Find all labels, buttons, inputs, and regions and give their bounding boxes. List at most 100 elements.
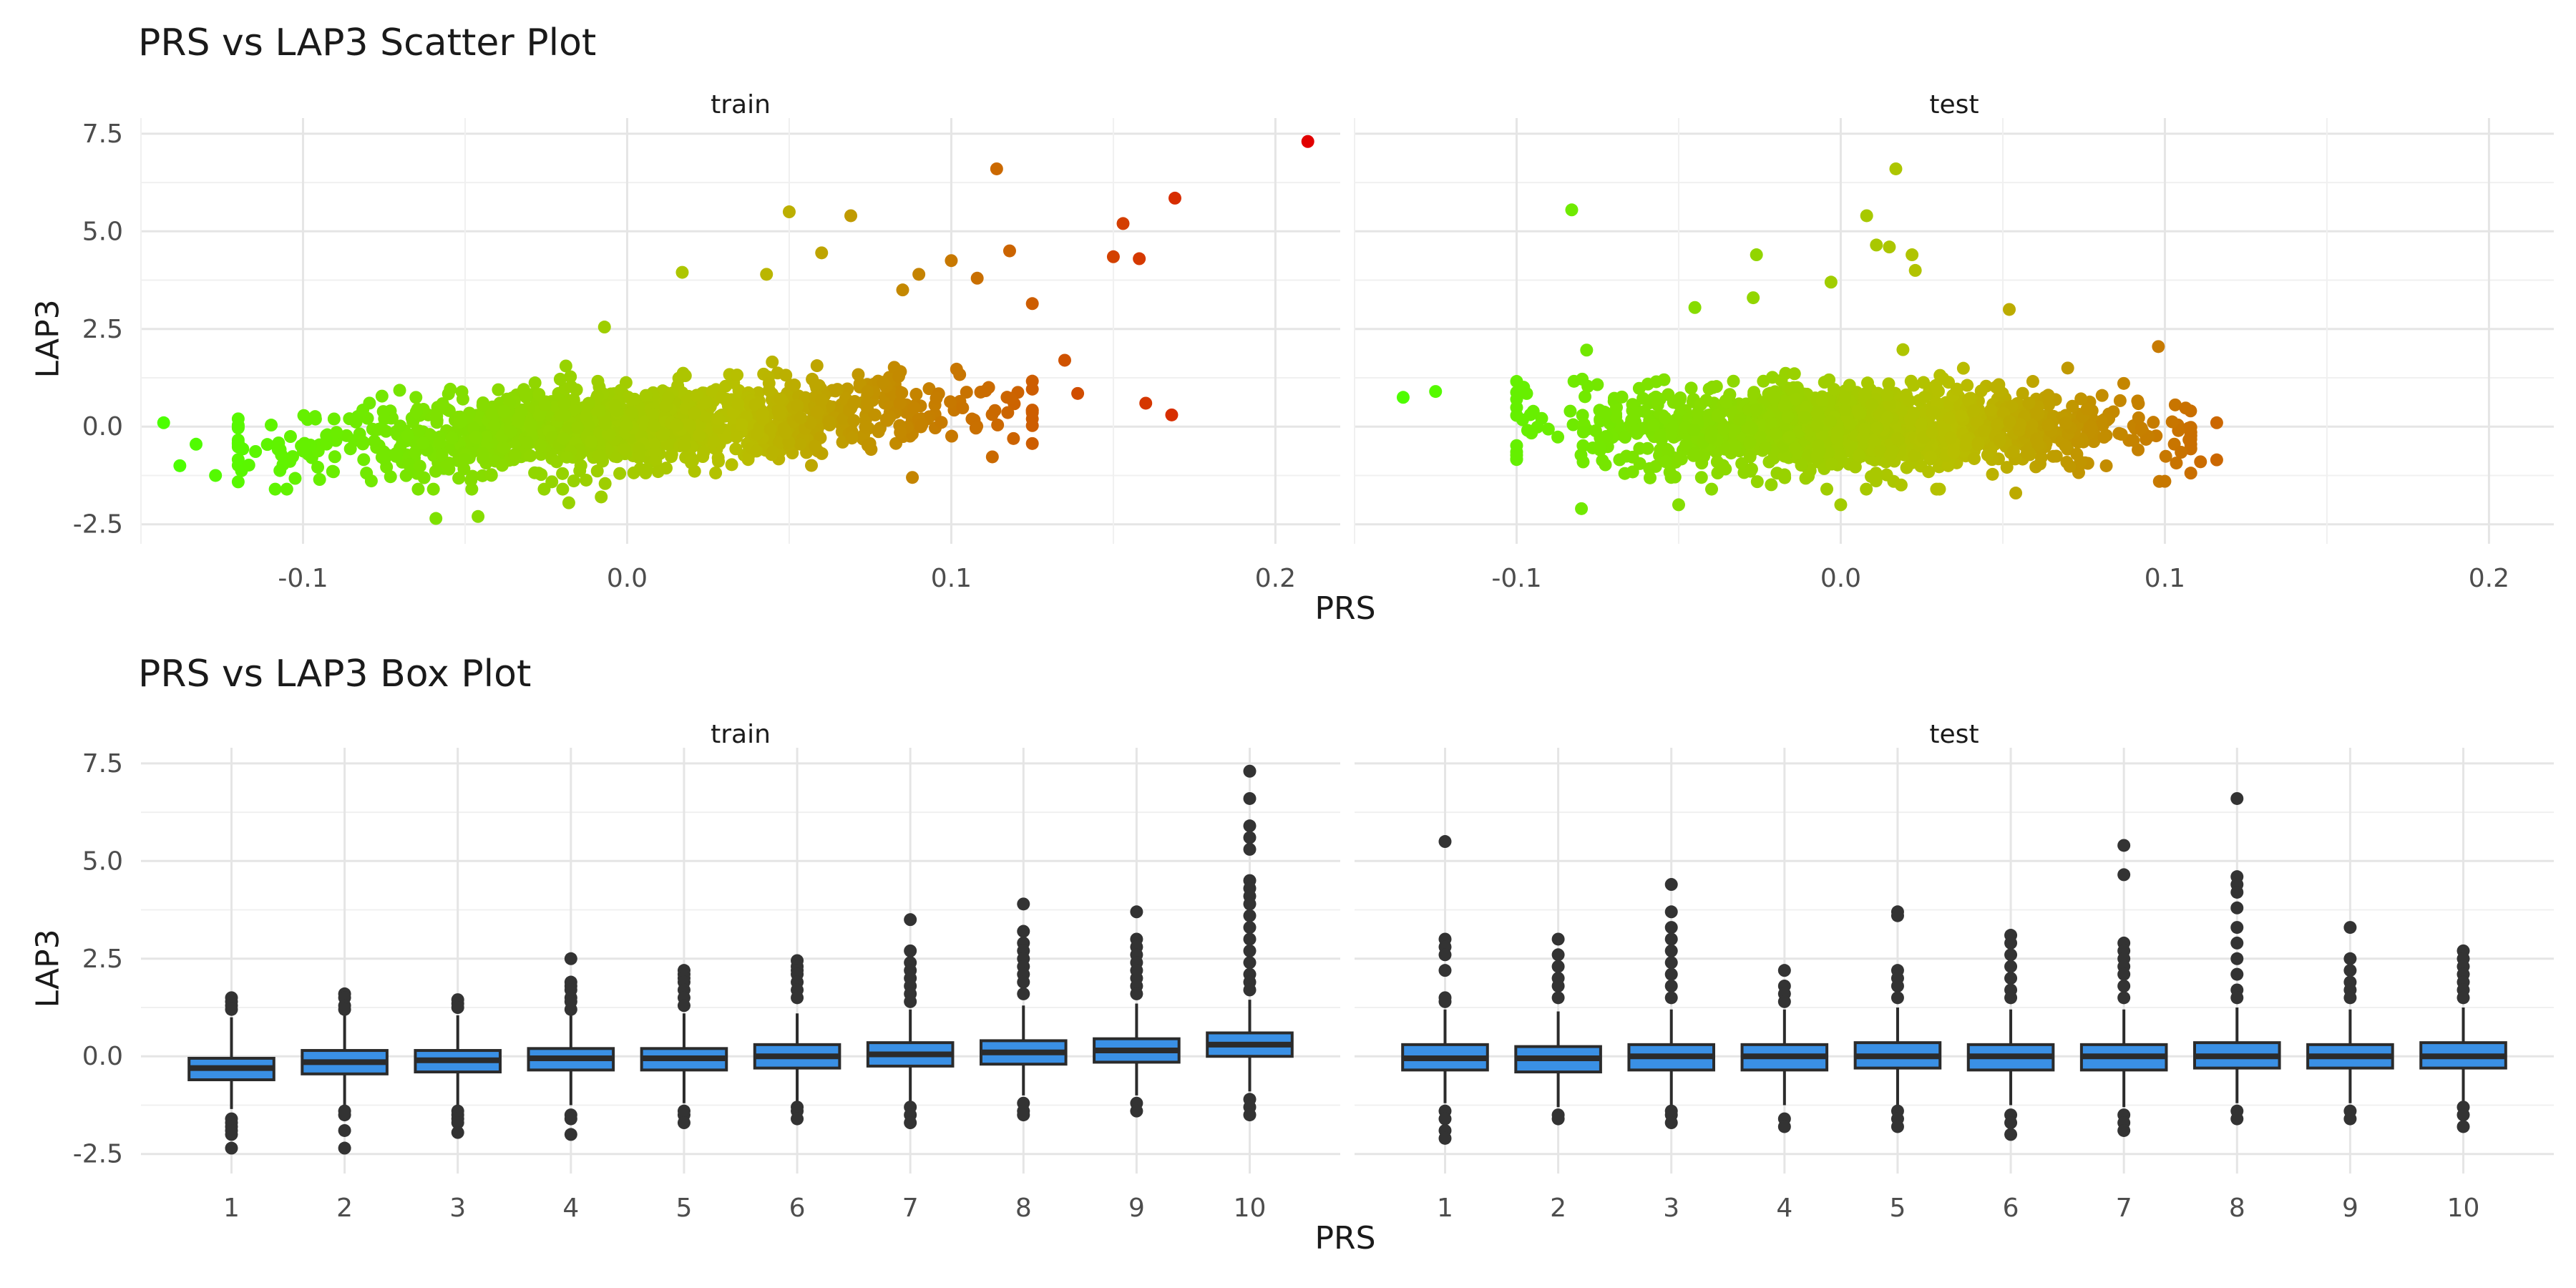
scatter-point <box>1950 382 1963 396</box>
scatter-point <box>670 419 683 432</box>
box-outlier <box>1777 995 1791 1008</box>
box-outlier <box>1243 819 1257 833</box>
scatter-y-tick-label: 2.5 <box>82 315 123 344</box>
scatter-point <box>401 429 414 442</box>
scatter-panel-test: test -0.1 0.0 0.1 0.2 <box>1354 90 2554 593</box>
box-outlier <box>451 1001 464 1015</box>
scatter-point <box>327 412 341 426</box>
scatter-point <box>1843 417 1857 431</box>
scatter-point <box>297 444 311 458</box>
scatter-point <box>794 437 807 451</box>
scatter-point <box>1747 386 1761 399</box>
scatter-point <box>379 424 393 438</box>
scatter-point <box>628 392 641 406</box>
scatter-point <box>760 268 774 281</box>
scatter-point <box>1977 424 1991 438</box>
scatter-point <box>2070 447 2084 461</box>
box-facet-label-train: train <box>711 720 771 749</box>
scatter-x-axis-label: PRS <box>1314 590 1376 627</box>
scatter-point <box>417 471 431 484</box>
box-outlier <box>2230 1112 2244 1126</box>
box-outlier <box>1664 878 1678 892</box>
box-test-4 <box>1740 964 1829 1133</box>
scatter-point <box>411 482 425 496</box>
scatter-point <box>2059 416 2072 430</box>
scatter-point <box>675 265 689 279</box>
scatter-point <box>1853 449 1866 462</box>
box-y-tick-label: 0.0 <box>82 1042 123 1071</box>
scatter-point <box>791 399 804 412</box>
scatter-point <box>945 429 958 443</box>
scatter-point <box>557 432 570 446</box>
scatter-point <box>2184 467 2197 480</box>
scatter-point <box>444 382 457 396</box>
box-outlier <box>1243 831 1257 844</box>
scatter-point <box>557 408 571 421</box>
scatter-point <box>508 448 522 462</box>
box-outlier <box>904 944 917 957</box>
scatter-point <box>1890 432 1904 446</box>
scatter-point <box>1750 403 1763 416</box>
box-x-tick-label: 2 <box>1550 1194 1566 1223</box>
scatter-point <box>751 386 765 399</box>
scatter-point <box>1691 406 1704 420</box>
scatter-point <box>729 442 743 456</box>
box-outlier <box>564 1112 577 1126</box>
box-outlier <box>1243 921 1257 935</box>
scatter-point <box>1869 467 1883 480</box>
scatter-point <box>565 380 578 394</box>
scatter-point <box>1880 468 1893 482</box>
box-plot-title: PRS vs LAP3 Box Plot <box>138 653 532 696</box>
scatter-point <box>580 473 593 487</box>
scatter-point <box>1797 411 1811 424</box>
scatter-point <box>1974 384 1988 398</box>
scatter-point <box>1873 444 1887 458</box>
scatter-point <box>2066 399 2079 413</box>
scatter-point <box>1599 458 1612 472</box>
scatter-point <box>273 464 287 477</box>
scatter-point <box>598 477 612 490</box>
scatter-point <box>2046 449 2060 463</box>
scatter-point <box>1510 375 1523 389</box>
scatter-point <box>389 449 403 463</box>
scatter-point <box>799 391 812 404</box>
scatter-point <box>591 374 605 388</box>
scatter-point <box>1025 436 1039 450</box>
scatter-x-tick-label: 0.0 <box>607 564 648 593</box>
box-outlier <box>1551 979 1565 992</box>
scatter-point <box>1838 391 1852 405</box>
scatter-point <box>1058 353 1071 367</box>
scatter-point <box>829 384 842 398</box>
scatter-point <box>896 283 909 297</box>
box-outlier <box>1017 975 1030 989</box>
scatter-point <box>1889 162 1903 175</box>
scatter-point <box>1699 394 1713 407</box>
scatter-point <box>1687 449 1700 462</box>
scatter-point <box>2184 441 2197 455</box>
scatter-point <box>804 416 817 430</box>
scatter-point <box>1775 374 1788 387</box>
scatter-point <box>1981 448 1994 462</box>
scatter-point <box>2094 414 2108 428</box>
scatter-point <box>2135 421 2148 435</box>
box-train-8 <box>979 897 1068 1122</box>
scatter-point <box>1580 343 1594 357</box>
scatter-point <box>2117 376 2130 390</box>
scatter-point <box>590 464 604 478</box>
scatter-point <box>356 435 370 449</box>
scatter-point <box>2168 398 2182 411</box>
scatter-point <box>2023 448 2036 462</box>
scatter-point <box>1615 390 1629 404</box>
scatter-point <box>538 399 552 412</box>
scatter-plot-title: PRS vs LAP3 Scatter Plot <box>138 21 597 64</box>
scatter-point <box>640 462 654 476</box>
scatter-point <box>1510 449 1523 462</box>
box-outlier <box>1243 842 1257 856</box>
box-panel-train: train 1 2 3 4 5 6 7 8 9 10 <box>141 720 1340 1223</box>
scatter-point <box>1777 468 1791 482</box>
box-outlier <box>2004 1116 2018 1130</box>
scatter-point <box>1831 424 1845 438</box>
scatter-point <box>268 482 282 496</box>
box-outlier <box>2004 960 2018 973</box>
box-outlier <box>1664 979 1678 992</box>
